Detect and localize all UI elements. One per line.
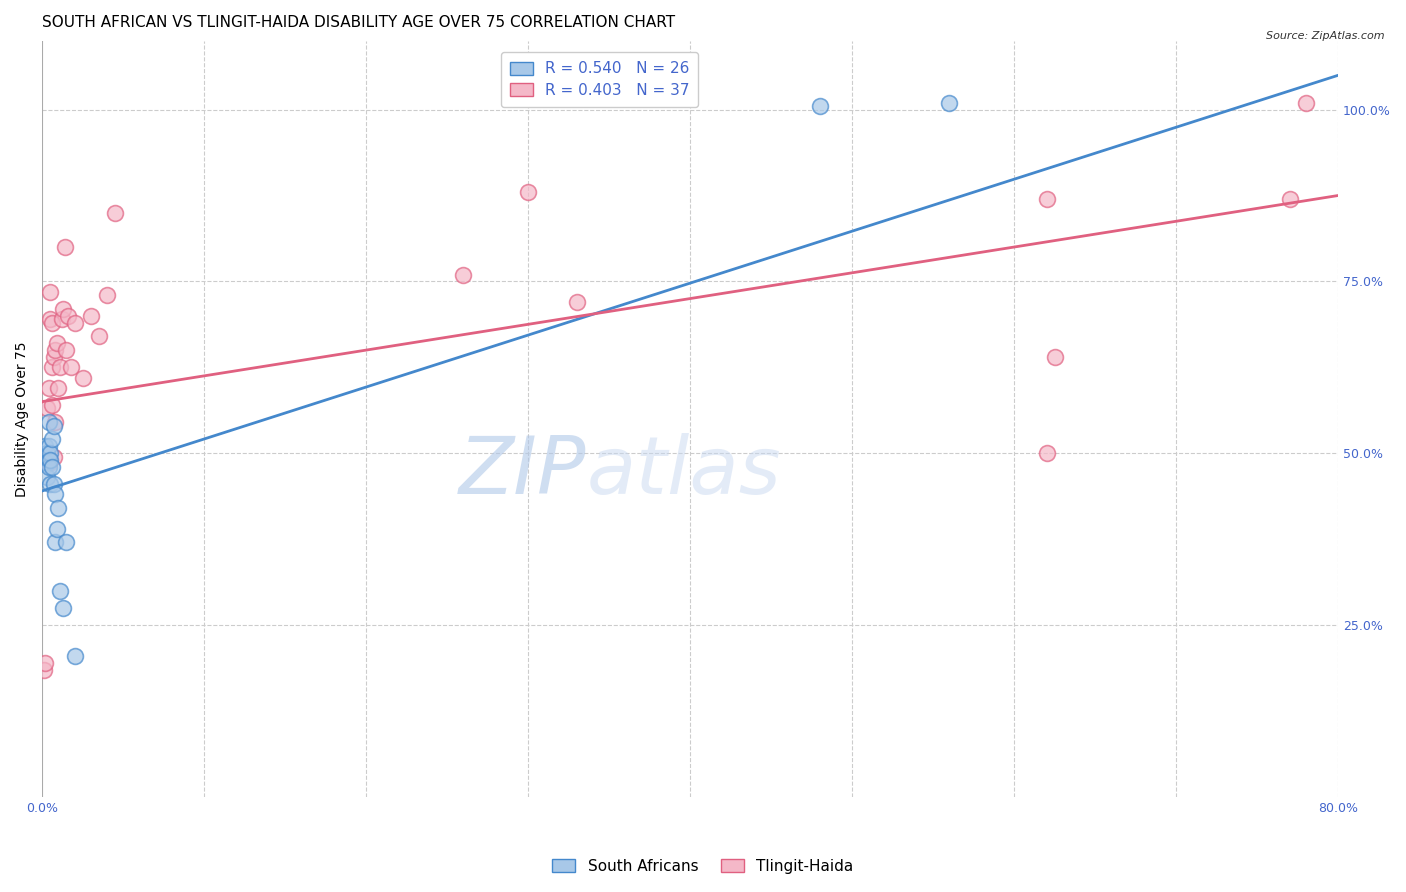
Point — [44, 415, 66, 429]
Text: ZIP: ZIP — [460, 433, 586, 511]
Point — [42, 477, 65, 491]
Point — [52, 301, 75, 316]
Point — [49, 360, 72, 375]
Point — [34, 439, 56, 453]
Text: SOUTH AFRICAN VS TLINGIT-HAIDA DISABILITY AGE OVER 75 CORRELATION CHART: SOUTH AFRICAN VS TLINGIT-HAIDA DISABILIT… — [42, 15, 675, 30]
Point — [808, 99, 831, 113]
Point — [45, 336, 67, 351]
Point — [55, 535, 77, 549]
Point — [45, 522, 67, 536]
Point — [38, 381, 60, 395]
Point — [42, 350, 65, 364]
Point — [39, 453, 62, 467]
Point — [41, 459, 63, 474]
Point — [38, 415, 60, 429]
Point — [42, 418, 65, 433]
Point — [60, 360, 83, 375]
Point — [39, 312, 62, 326]
Text: Source: ZipAtlas.com: Source: ZipAtlas.com — [1267, 31, 1385, 41]
Point — [80, 309, 103, 323]
Point — [35, 457, 58, 471]
Point — [32, 663, 55, 677]
Point — [38, 457, 60, 471]
Point — [938, 95, 960, 110]
Point — [51, 312, 73, 326]
Point — [41, 398, 63, 412]
Y-axis label: Disability Age Over 75: Disability Age Over 75 — [15, 341, 30, 497]
Point — [1035, 446, 1057, 460]
Point — [44, 343, 66, 357]
Point — [38, 453, 60, 467]
Point — [55, 343, 77, 357]
Point — [63, 648, 86, 663]
Point — [56, 309, 79, 323]
Point — [49, 583, 72, 598]
Point — [104, 205, 127, 219]
Point — [52, 600, 75, 615]
Point — [34, 450, 56, 464]
Point — [35, 470, 58, 484]
Point — [39, 446, 62, 460]
Point — [39, 285, 62, 299]
Point — [1295, 95, 1317, 110]
Point — [35, 401, 58, 416]
Legend: South Africans, Tlingit-Haida: South Africans, Tlingit-Haida — [547, 853, 859, 880]
Point — [42, 450, 65, 464]
Point — [517, 185, 540, 199]
Point — [1035, 192, 1057, 206]
Point — [44, 535, 66, 549]
Point — [1043, 350, 1066, 364]
Point — [38, 439, 60, 453]
Point — [96, 288, 118, 302]
Point — [41, 360, 63, 375]
Point — [48, 501, 70, 516]
Point — [453, 268, 475, 282]
Point — [41, 316, 63, 330]
Point — [53, 240, 76, 254]
Point — [44, 487, 66, 501]
Point — [39, 477, 62, 491]
Point — [48, 381, 70, 395]
Point — [565, 295, 588, 310]
Text: atlas: atlas — [586, 433, 782, 511]
Point — [1278, 192, 1301, 206]
Point — [41, 433, 63, 447]
Legend: R = 0.540   N = 26, R = 0.403   N = 37: R = 0.540 N = 26, R = 0.403 N = 37 — [501, 53, 699, 107]
Point — [38, 459, 60, 474]
Point — [34, 656, 56, 670]
Point — [72, 370, 94, 384]
Point — [63, 316, 86, 330]
Point — [35, 446, 58, 460]
Point — [87, 329, 110, 343]
